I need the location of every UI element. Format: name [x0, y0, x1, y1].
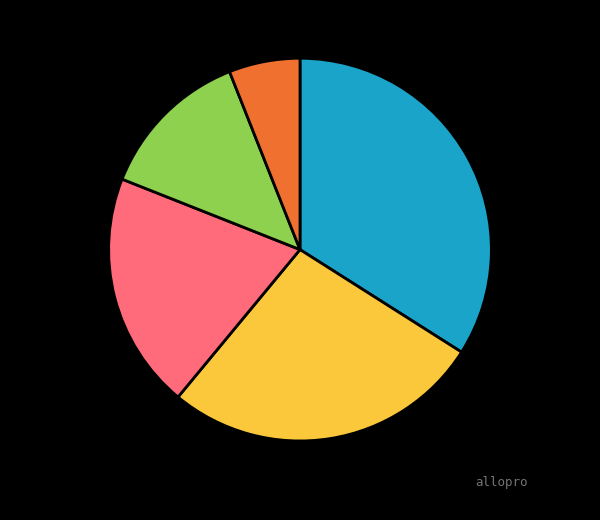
- Wedge shape: [300, 58, 491, 352]
- Wedge shape: [230, 58, 300, 250]
- Wedge shape: [178, 250, 461, 441]
- Wedge shape: [109, 179, 300, 397]
- Text: allopro: allopro: [476, 476, 528, 489]
- Wedge shape: [122, 72, 300, 250]
